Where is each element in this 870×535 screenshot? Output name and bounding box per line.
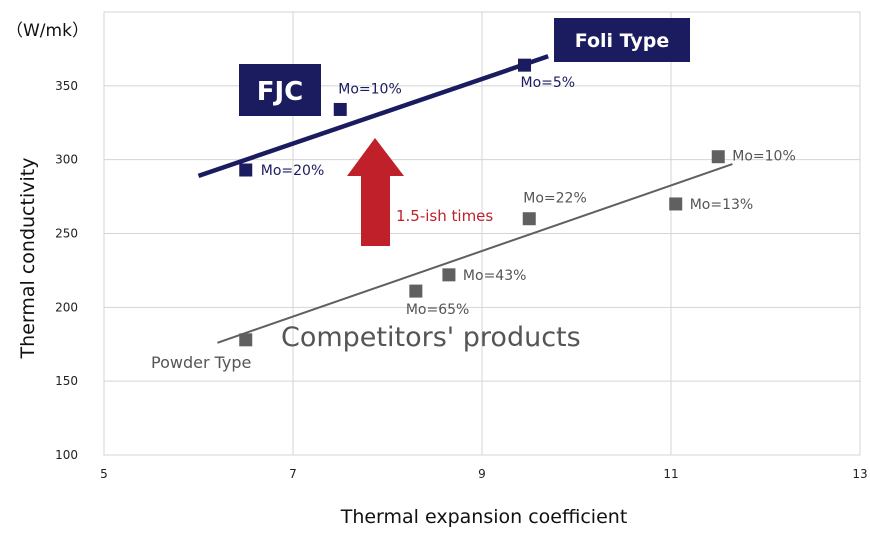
- fjc-badge: [239, 64, 321, 116]
- y-tick-label: 300: [55, 153, 78, 167]
- point-label: Mo=5%: [521, 75, 576, 91]
- data-point: [522, 212, 536, 226]
- data-point: [239, 333, 253, 347]
- data-point: [669, 197, 683, 211]
- tick-labels: 100 150 200 250 300 350 5 7 9 11 13: [55, 79, 868, 481]
- data-point: [239, 163, 253, 177]
- trend-line: [197, 54, 549, 179]
- foli-type-label: Foli Type: [575, 30, 669, 52]
- y-tick-label: 100: [55, 448, 78, 462]
- improvement-arrow: [347, 138, 404, 246]
- point-label: Mo=22%: [523, 191, 587, 207]
- series-competitors: Mo=65% Mo=43% Mo=22% Mo=13% Mo=10%: [217, 149, 796, 347]
- data-point: [442, 268, 456, 282]
- foli-type-badge: [554, 18, 690, 62]
- competitors-label: Competitors' products: [281, 322, 581, 353]
- x-tick-label: 7: [289, 467, 297, 481]
- trend-line: [217, 163, 733, 344]
- x-tick-label: 9: [478, 467, 486, 481]
- point-label: Mo=10%: [732, 149, 796, 165]
- x-axis-title: Thermal expansion coefficient: [340, 506, 628, 528]
- data-point: [711, 150, 725, 164]
- series-fjc: Mo=20% Mo=10% Mo=5%: [197, 54, 576, 179]
- gridlines: [103, 11, 861, 456]
- powder-type-label: Powder Type: [151, 353, 251, 372]
- point-label: Mo=13%: [690, 197, 754, 213]
- point-label: Mo=65%: [406, 302, 470, 318]
- point-label: Mo=10%: [338, 81, 402, 97]
- y-tick-label: 150: [55, 374, 78, 388]
- fjc-label: FJC: [257, 77, 304, 107]
- x-tick-label: 13: [852, 467, 867, 481]
- data-point: [333, 102, 347, 116]
- x-tick-label: 5: [100, 467, 108, 481]
- point-label: Mo=43%: [463, 268, 527, 284]
- y-tick-label: 250: [55, 227, 78, 241]
- x-tick-label: 11: [663, 467, 678, 481]
- improvement-label: 1.5-ish times: [396, 207, 493, 225]
- y-tick-label: 200: [55, 300, 78, 314]
- unit-label: （W/mk）: [6, 21, 89, 41]
- data-point: [518, 58, 532, 72]
- y-axis-title: Thermal conductivity: [17, 158, 39, 360]
- series-layer: Mo=20% Mo=10% Mo=5% Mo=65% Mo=43% Mo=22% Mo=13…: [197, 54, 796, 347]
- y-tick-label: 350: [55, 79, 78, 93]
- data-point: [409, 284, 423, 298]
- point-label: Mo=20%: [261, 163, 325, 179]
